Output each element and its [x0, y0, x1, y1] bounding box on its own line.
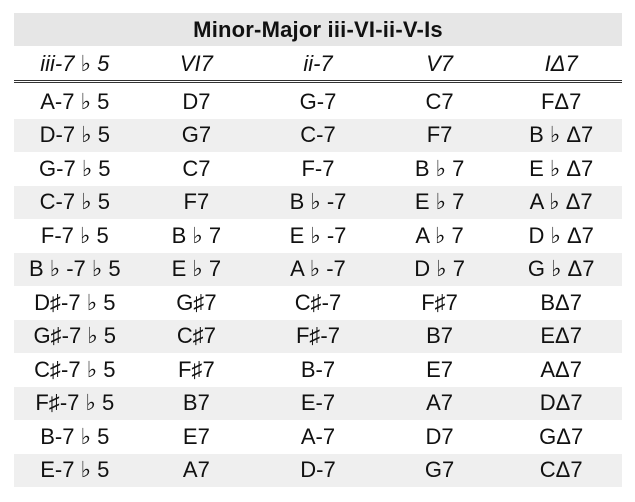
- chord-cell: G-7: [299, 88, 337, 114]
- chord-cell: CΔ7: [500, 453, 622, 487]
- chord-cell: C♯7: [135, 319, 258, 353]
- chord-cell: E7: [426, 356, 454, 382]
- chord-cell: D ♭ Δ7: [528, 222, 594, 248]
- chord-cell: A-7: [300, 423, 336, 449]
- chord-cell: E7: [182, 423, 210, 449]
- chord-cell: B-7: [300, 356, 336, 382]
- chord-cell: C7: [425, 88, 454, 114]
- table-row: B-7 ♭ 5 E7 A-7 D7 GΔ7: [14, 420, 622, 454]
- chord-cell: A ♭ Δ7: [500, 185, 622, 219]
- table-row: F♯-7 ♭ 5 B7 E-7 A7 DΔ7: [14, 386, 622, 420]
- chord-cell: F7: [135, 185, 258, 219]
- chord-cell: D-7: [257, 453, 379, 487]
- chord-cell: D-7 ♭ 5: [14, 118, 136, 152]
- chord-cell: C-7 ♭ 5: [14, 185, 136, 219]
- chord-cell: D7: [425, 423, 454, 449]
- chord-cell: F-7 ♭ 5: [40, 222, 109, 248]
- chord-cell: B ♭ 7: [414, 155, 465, 181]
- table-row: F-7 ♭ 5 B ♭ 7 E ♭ -7 A ♭ 7 D ♭ Δ7: [14, 219, 622, 253]
- table-row: D♯-7 ♭ 5 G♯7 C♯-7 F♯7 BΔ7: [14, 286, 622, 320]
- column-header-row: iii-7 ♭ 5 VI7 ii-7 V7 IΔ7: [14, 47, 622, 83]
- table-body: A-7 ♭ 5 D7 G-7 C7 FΔ7 D-7 ♭ 5 G7 C-7 F7 …: [14, 85, 622, 487]
- chord-cell: B ♭ -7: [257, 185, 379, 219]
- table-row: G-7 ♭ 5 C7 F-7 B ♭ 7 E ♭ Δ7: [14, 152, 622, 186]
- chord-cell: EΔ7: [500, 319, 622, 353]
- chord-cell: A ♭ -7: [257, 252, 379, 286]
- table-row: D-7 ♭ 5 G7 C-7 F7 B ♭ Δ7: [14, 118, 622, 152]
- table-row: G♯-7 ♭ 5 C♯7 F♯-7 B7 EΔ7: [14, 319, 622, 353]
- chord-cell: G♯-7 ♭ 5: [14, 319, 136, 353]
- chord-cell: F7: [378, 118, 501, 152]
- header-ii: ii-7: [303, 50, 333, 76]
- chord-cell: D7: [182, 88, 211, 114]
- chord-cell: E ♭ Δ7: [529, 155, 594, 181]
- chord-cell: B ♭ Δ7: [500, 118, 622, 152]
- header-vi: VI7: [179, 50, 213, 76]
- chord-cell: DΔ7: [500, 386, 622, 420]
- chord-cell: C-7: [257, 118, 379, 152]
- chord-cell: C7: [182, 155, 211, 181]
- chord-cell: GΔ7: [539, 423, 584, 449]
- chord-cell: F♯-7: [257, 319, 379, 353]
- header-iii: iii-7 ♭ 5: [40, 50, 110, 76]
- chord-cell: G♯7: [176, 289, 217, 315]
- table-title: Minor-Major iii-VI-ii-V-Is: [14, 13, 622, 46]
- chord-cell: D ♭ 7: [378, 252, 501, 286]
- chord-cell: D♯-7 ♭ 5: [34, 289, 116, 315]
- chord-cell: BΔ7: [540, 289, 582, 315]
- chord-cell: F♯7: [178, 356, 215, 382]
- chord-cell: G-7 ♭ 5: [39, 155, 111, 181]
- table-row: C♯-7 ♭ 5 F♯7 B-7 E7 AΔ7: [14, 353, 622, 387]
- chord-cell: A ♭ 7: [415, 222, 464, 248]
- table-row: B ♭ -7 ♭ 5 E ♭ 7 A ♭ -7 D ♭ 7 G ♭ Δ7: [14, 252, 622, 286]
- chord-cell: C♯-7: [294, 289, 342, 315]
- header-v: V7: [426, 50, 454, 76]
- chord-cell: F♯-7 ♭ 5: [14, 386, 136, 420]
- chord-cell: AΔ7: [540, 356, 582, 382]
- header-i: IΔ7: [544, 50, 578, 76]
- chord-cell: E-7: [257, 386, 379, 420]
- chord-cell: FΔ7: [540, 88, 582, 114]
- chord-cell: B-7 ♭ 5: [40, 423, 110, 449]
- chord-cell: G7: [135, 118, 258, 152]
- chord-cell: C♯-7 ♭ 5: [34, 356, 116, 382]
- table-row: A-7 ♭ 5 D7 G-7 C7 FΔ7: [14, 85, 622, 119]
- table-row: E-7 ♭ 5 A7 D-7 G7 CΔ7: [14, 453, 622, 487]
- chord-cell: E ♭ 7: [135, 252, 258, 286]
- chord-cell: A7: [135, 453, 258, 487]
- chord-cell: E ♭ -7: [289, 222, 347, 248]
- chord-cell: E-7 ♭ 5: [14, 453, 136, 487]
- chord-cell: A7: [378, 386, 501, 420]
- chord-cell: B ♭ -7 ♭ 5: [14, 252, 136, 286]
- chord-cell: B7: [378, 319, 501, 353]
- chord-cell: B ♭ 7: [171, 222, 222, 248]
- chord-cell: F-7: [301, 155, 335, 181]
- chord-cell: B7: [135, 386, 258, 420]
- chord-cell: G7: [378, 453, 501, 487]
- chord-cell: F♯7: [421, 289, 458, 315]
- table-row: C-7 ♭ 5 F7 B ♭ -7 E ♭ 7 A ♭ Δ7: [14, 185, 622, 219]
- chord-cell: A-7 ♭ 5: [40, 88, 110, 114]
- chord-cell: E ♭ 7: [378, 185, 501, 219]
- chord-cell: G ♭ Δ7: [500, 252, 622, 286]
